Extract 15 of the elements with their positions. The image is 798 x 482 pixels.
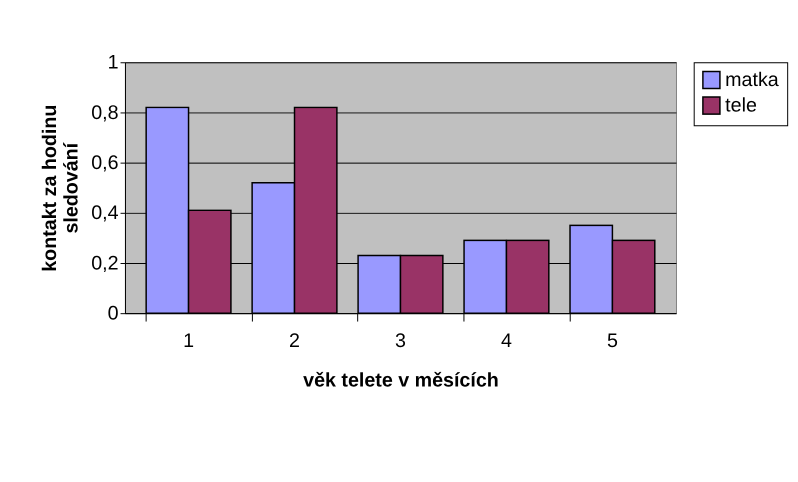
x-tick-label: 1 (183, 330, 194, 352)
legend-label: matka (725, 68, 779, 91)
y-tick-label: 0,6 (91, 152, 119, 174)
y-tick-label: 0 (108, 302, 119, 325)
y-tick-label: 1 (108, 52, 119, 74)
legend-label: tele (725, 94, 757, 116)
y-tick-label: 0,4 (91, 202, 119, 224)
x-tick-label: 4 (500, 330, 512, 352)
x-tick-label: 5 (606, 330, 618, 352)
y-axis-title: kontakt za hodinu sledování (38, 104, 82, 272)
x-axis-title: věk telete v měsících (303, 369, 499, 392)
x-tick-label: 3 (395, 330, 406, 352)
y-tick-label: 0,2 (91, 252, 119, 274)
y-tick-label: 0,8 (91, 102, 119, 124)
x-tick-label: 2 (289, 330, 300, 352)
